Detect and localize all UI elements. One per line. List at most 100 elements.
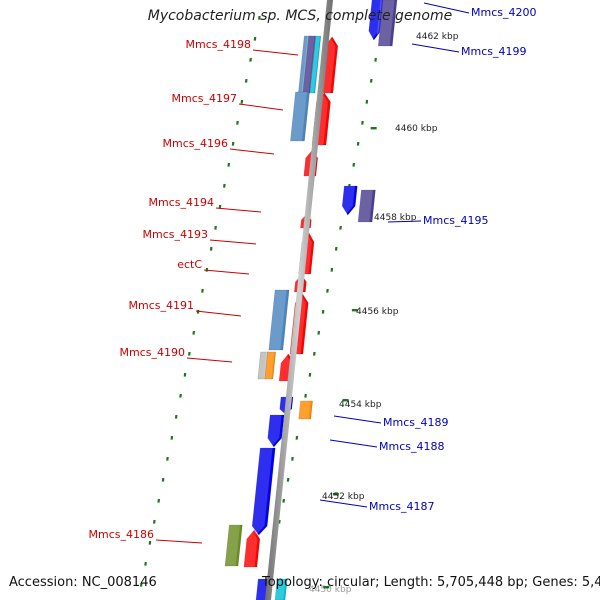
tick-mark (236, 121, 239, 125)
gene-arrow-shade (249, 448, 273, 535)
tick-mark (326, 289, 329, 293)
tick-marks (139, 16, 387, 589)
right-gene-label: Mmcs_4187 (369, 500, 434, 513)
tick-mark (244, 79, 248, 83)
left-gene-label: ectC (177, 258, 202, 271)
kbp-label: 4460 kbp (395, 124, 438, 134)
left-leader-line (155, 539, 203, 544)
genome-backbone (265, 0, 333, 600)
tick-mark (214, 226, 217, 230)
tick-mark (374, 58, 377, 62)
tick-mark (249, 58, 252, 62)
gene-arrow-shade (339, 186, 355, 215)
kbp-tick (323, 586, 330, 589)
left-leader-line (209, 239, 257, 245)
left-gene-label: Mmcs_4191 (129, 299, 194, 312)
left-gene-label: Mmcs_4190 (120, 346, 185, 359)
tick-mark (317, 331, 321, 335)
tick-mark (258, 16, 261, 20)
gene-arrow-shade (287, 92, 307, 141)
gene-arrow-shade (296, 401, 311, 419)
kbp-label: 4462 kbp (416, 32, 459, 42)
tick-mark (188, 352, 191, 356)
left-gene-label: Mmcs_4197 (172, 92, 237, 105)
left-gene-label: Mmcs_4196 (163, 137, 228, 150)
gene-arrow-shade (266, 290, 287, 350)
gene-labels: Mmcs_4198 Mmcs_4197 Mmcs_4196 Mmcs_4194 Mmcs… (89, 6, 537, 541)
tick-mark (321, 310, 325, 314)
right-leader-line (319, 499, 368, 508)
kbp-label: 4450 kbp (309, 585, 352, 595)
kbp-tick (370, 127, 377, 130)
gene-arrow (243, 529, 261, 568)
tick-mark (157, 499, 160, 503)
label-leader-lines (155, 2, 470, 544)
tick-mark (282, 499, 285, 503)
gene-arrow-shade (308, 36, 320, 93)
gene-arrow-shade (366, 0, 382, 40)
tick-mark (286, 478, 290, 482)
right-leader-line (333, 415, 382, 424)
left-leader-line (229, 148, 275, 155)
left-leader-line (238, 103, 284, 111)
gene-arrow-shade (241, 530, 258, 567)
gene-arrow (298, 400, 313, 420)
gene-arrow (290, 91, 310, 142)
tick-mark (365, 100, 369, 104)
right-gene-label: Mmcs_4189 (383, 416, 448, 429)
right-leader-line (329, 439, 378, 448)
gene-arrow (341, 185, 358, 216)
kbp-label: 4454 kbp (339, 400, 382, 410)
tick-mark (201, 289, 204, 293)
tick-mark (209, 247, 213, 251)
gene-arrow (267, 414, 285, 448)
kbp-tick (342, 399, 349, 402)
gene-arrow-shade (301, 36, 315, 93)
tick-mark (361, 121, 364, 125)
gene-arrow (377, 0, 398, 47)
gene-arrow-shade (265, 415, 282, 447)
kbp-label: 4452 kbp (322, 492, 365, 502)
tick-mark (227, 163, 231, 167)
tick-mark (166, 457, 169, 461)
gene-arrow (274, 578, 288, 600)
gene-arrow (309, 35, 322, 94)
tick-mark (339, 226, 342, 230)
left-leader-line (215, 207, 262, 213)
tick-mark (369, 79, 373, 83)
gene-arrow (268, 289, 290, 351)
gene-arrow (251, 447, 276, 536)
right-gene-label: Mmcs_4188 (379, 440, 444, 453)
tick-mark (170, 436, 174, 440)
tick-mark (334, 247, 338, 251)
tick-mark (313, 352, 316, 356)
topology-text: Topology: circular; Length: 5,705,448 bp… (262, 575, 600, 590)
left-leader-line (203, 269, 250, 275)
tick-mark (223, 184, 226, 188)
gene-arrow-shade (222, 525, 240, 566)
tick-mark (183, 373, 187, 377)
left-gene-label: Mmcs_4193 (143, 228, 208, 241)
tick-mark (352, 163, 356, 167)
gene-arrow (264, 351, 276, 380)
tick-mark (179, 394, 182, 398)
right-leader-line (387, 220, 422, 223)
tick-mark (304, 394, 307, 398)
gene-arrow-shade (253, 579, 269, 600)
tick-mark (161, 478, 165, 482)
left-leader-line (195, 310, 242, 317)
tick-mark (192, 331, 196, 335)
tick-mark (308, 373, 312, 377)
map-title: Mycobacterium sp. MCS, complete genome (147, 8, 453, 24)
kbp-tick (332, 493, 339, 496)
kbp-label: 4456 kbp (356, 307, 399, 317)
gene-arrow-shade (375, 0, 395, 46)
tick-mark (330, 268, 334, 272)
tick-mark (295, 436, 299, 440)
kbp-label: 4458 kbp (374, 213, 417, 223)
kbp-labels: 4462 kbp 4460 kbp 4458 kbp 4456 kbp 4454 kbp… (309, 32, 459, 595)
left-gene-label: Mmcs_4186 (89, 528, 154, 541)
right-leader-line (423, 2, 470, 14)
left-leader-line (252, 49, 299, 56)
